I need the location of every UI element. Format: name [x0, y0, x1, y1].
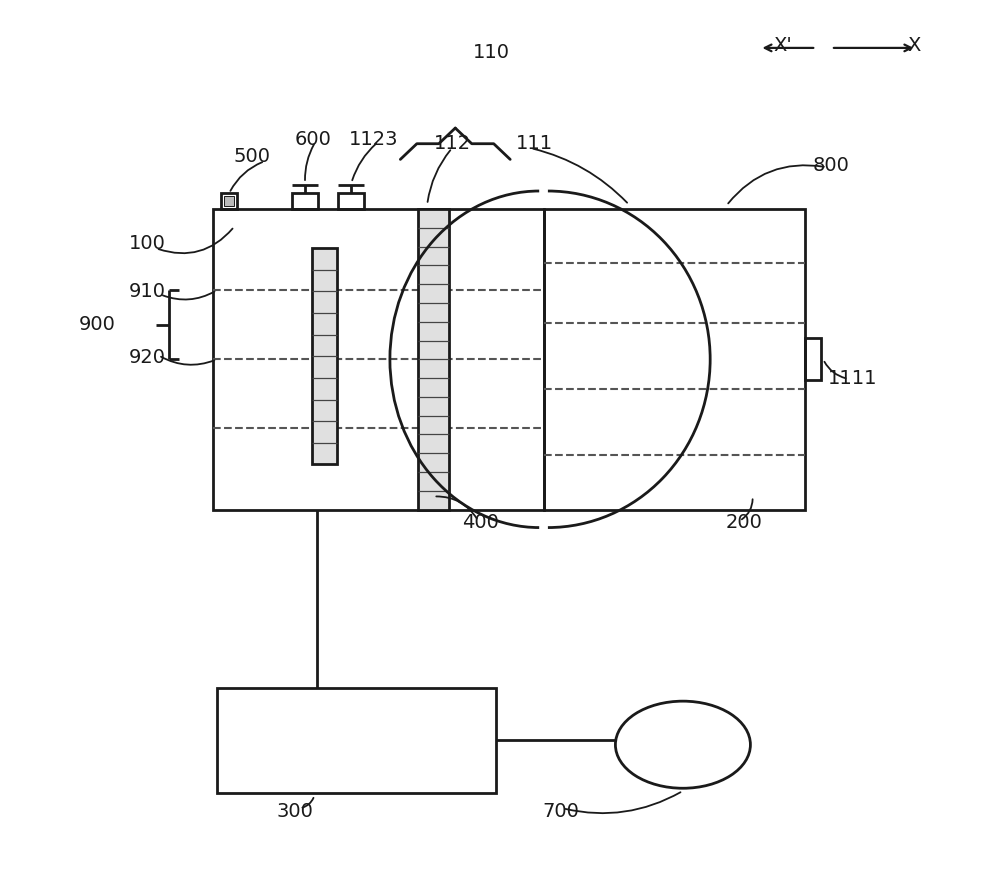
Bar — [224, 196, 234, 206]
Bar — [338, 193, 364, 209]
Text: 1123: 1123 — [349, 130, 398, 149]
Bar — [213, 209, 544, 510]
Bar — [312, 248, 337, 464]
Text: 500: 500 — [233, 147, 270, 166]
Text: 300: 300 — [277, 802, 314, 821]
Bar — [217, 688, 496, 793]
Text: 600: 600 — [294, 130, 331, 149]
Text: 100: 100 — [129, 234, 166, 253]
Text: X': X' — [774, 36, 792, 55]
Text: 110: 110 — [473, 43, 510, 62]
Text: 111: 111 — [516, 134, 553, 153]
Bar — [418, 209, 449, 510]
Text: 800: 800 — [813, 156, 849, 175]
Text: 400: 400 — [462, 513, 499, 532]
Bar — [292, 193, 318, 209]
Bar — [805, 338, 821, 381]
Bar — [544, 209, 805, 510]
Bar — [221, 193, 237, 209]
Text: X: X — [907, 36, 920, 55]
Text: 920: 920 — [129, 348, 166, 367]
Text: 910: 910 — [129, 282, 166, 301]
Text: 200: 200 — [725, 513, 762, 532]
Text: 700: 700 — [543, 802, 579, 821]
Text: 112: 112 — [434, 134, 471, 153]
Text: 900: 900 — [78, 314, 115, 334]
Text: 1111: 1111 — [828, 369, 878, 388]
